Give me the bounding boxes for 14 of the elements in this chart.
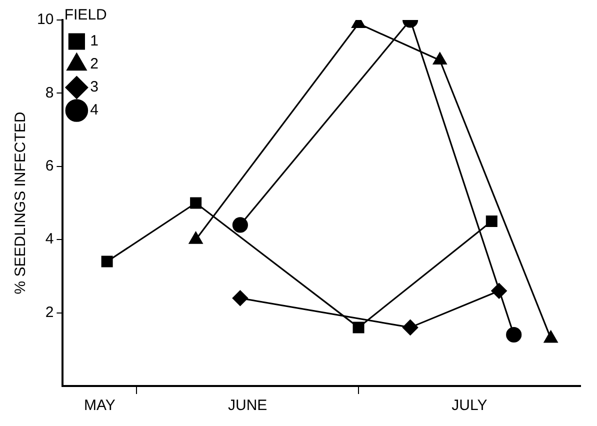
y-axis-title: % SEEDLINGS INFECTED xyxy=(12,112,30,294)
x-tick-label: MAY xyxy=(84,397,116,414)
legend-label: 2 xyxy=(90,56,99,73)
y-tick-label: 2 xyxy=(45,304,54,321)
y-tick-label: 4 xyxy=(45,230,54,248)
y-tick-label: 10 xyxy=(36,11,54,28)
y-tick-label: 8 xyxy=(45,84,54,102)
legend-label: 4 xyxy=(90,102,99,119)
x-tick-label: JULY xyxy=(452,397,488,414)
legend-title: FIELD xyxy=(64,6,108,24)
legend-label: 3 xyxy=(90,78,99,96)
x-tick-label: JUNE xyxy=(228,397,268,414)
legend-label: 1 xyxy=(90,32,99,50)
y-tick-label: 6 xyxy=(45,158,54,175)
